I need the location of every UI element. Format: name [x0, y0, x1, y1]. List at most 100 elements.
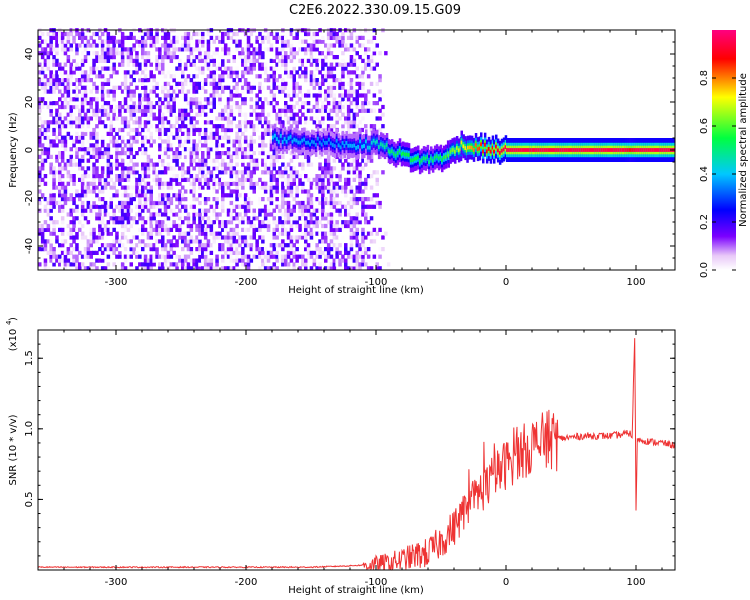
signal-cell — [376, 139, 379, 144]
noise-cell — [126, 216, 131, 221]
noise-cell — [60, 124, 65, 129]
noise-cell — [321, 231, 325, 236]
noise-cell — [141, 127, 145, 133]
noise-cell — [120, 127, 125, 133]
noise-cell — [106, 243, 111, 248]
signal-cell — [335, 138, 339, 143]
noise-cell — [60, 250, 65, 255]
noise-cell — [209, 170, 214, 175]
noise-cell — [212, 185, 216, 190]
noise-cell — [166, 120, 171, 125]
noise-cell — [215, 197, 219, 202]
noise-cell — [235, 147, 239, 152]
noise-cell — [281, 204, 285, 209]
noise-cell — [326, 108, 331, 113]
noise-cell — [212, 162, 216, 167]
noise-cell — [378, 78, 382, 83]
noise-cell — [183, 197, 188, 202]
noise-cell — [103, 266, 108, 271]
noise-cell — [198, 51, 202, 56]
noise-cell — [60, 216, 65, 221]
noise-cell — [95, 250, 99, 255]
noise-cell — [161, 220, 165, 225]
noise-cell — [306, 247, 311, 252]
noise-cell — [58, 227, 62, 232]
noise-cell — [258, 247, 262, 252]
noise-cell — [120, 177, 125, 182]
noise-cell — [275, 158, 279, 163]
noise-cell — [80, 154, 85, 159]
noise-cell — [198, 47, 202, 52]
noise-cell — [52, 116, 56, 121]
noise-cell — [118, 177, 122, 182]
noise-cell — [89, 181, 93, 186]
noise-cell — [289, 39, 294, 44]
noise-cell — [306, 243, 311, 248]
noise-cell — [181, 131, 185, 136]
noise-cell — [60, 220, 65, 225]
noise-cell — [80, 131, 85, 136]
noise-cell — [161, 62, 165, 67]
noise-cell — [318, 208, 322, 213]
noise-cell — [83, 235, 88, 240]
noise-cell — [223, 266, 228, 271]
noise-cell — [103, 78, 108, 83]
noise-cell — [361, 43, 365, 48]
noise-cell — [375, 62, 379, 67]
noise-cell — [123, 174, 128, 179]
noise-cell — [66, 74, 71, 79]
noise-cell — [246, 216, 251, 221]
noise-cell — [346, 189, 351, 194]
noise-cell — [223, 116, 228, 121]
signal-cell — [513, 148, 517, 152]
noise-cell — [341, 43, 345, 48]
noise-cell — [281, 127, 285, 133]
noise-cell — [212, 81, 216, 86]
noise-cell — [261, 131, 265, 136]
noise-cell — [255, 97, 259, 102]
noise-cell — [341, 93, 345, 98]
noise-cell — [349, 78, 354, 83]
noise-cell — [226, 231, 231, 236]
noise-cell — [40, 70, 45, 75]
noise-cell — [178, 143, 182, 148]
signal-cell — [392, 151, 396, 156]
noise-cell — [326, 162, 331, 167]
noise-cell — [229, 108, 234, 113]
noise-cell — [43, 89, 48, 94]
noise-cell — [358, 185, 362, 190]
noise-cell — [295, 120, 299, 125]
noise-cell — [243, 227, 248, 232]
noise-cell — [172, 55, 176, 60]
noise-cell — [126, 55, 131, 60]
signal-cell — [535, 148, 539, 152]
noise-cell — [52, 258, 56, 263]
noise-cell — [158, 104, 162, 110]
noise-cell — [361, 208, 365, 213]
noise-cell — [181, 43, 185, 48]
noise-cell — [115, 193, 119, 198]
signal-cell — [592, 148, 595, 152]
noise-cell — [241, 247, 245, 252]
noise-cell — [349, 227, 354, 232]
noise-cell — [109, 66, 113, 71]
noise-cell — [226, 254, 231, 259]
noise-cell — [83, 43, 88, 48]
signal-cell — [472, 148, 476, 152]
noise-cell — [52, 220, 56, 225]
noise-cell — [98, 200, 102, 206]
signal-cell — [320, 142, 324, 147]
noise-cell — [123, 120, 128, 125]
noise-cell — [129, 166, 133, 171]
noise-cell — [55, 78, 59, 83]
noise-cell — [286, 254, 291, 259]
noise-cell — [289, 208, 294, 213]
noise-cell — [326, 170, 331, 175]
noise-cell — [266, 127, 271, 133]
noise-cell — [155, 35, 159, 40]
noise-cell — [321, 181, 325, 186]
noise-cell — [206, 147, 211, 152]
noise-cell — [98, 35, 102, 40]
noise-cell — [115, 143, 119, 148]
noise-cell — [221, 223, 225, 229]
